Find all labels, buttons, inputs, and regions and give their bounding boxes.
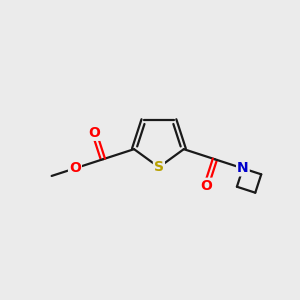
Text: O: O <box>69 161 81 176</box>
Text: O: O <box>200 179 212 193</box>
Text: S: S <box>154 160 164 174</box>
Text: O: O <box>88 126 100 140</box>
Text: N: N <box>237 161 249 176</box>
